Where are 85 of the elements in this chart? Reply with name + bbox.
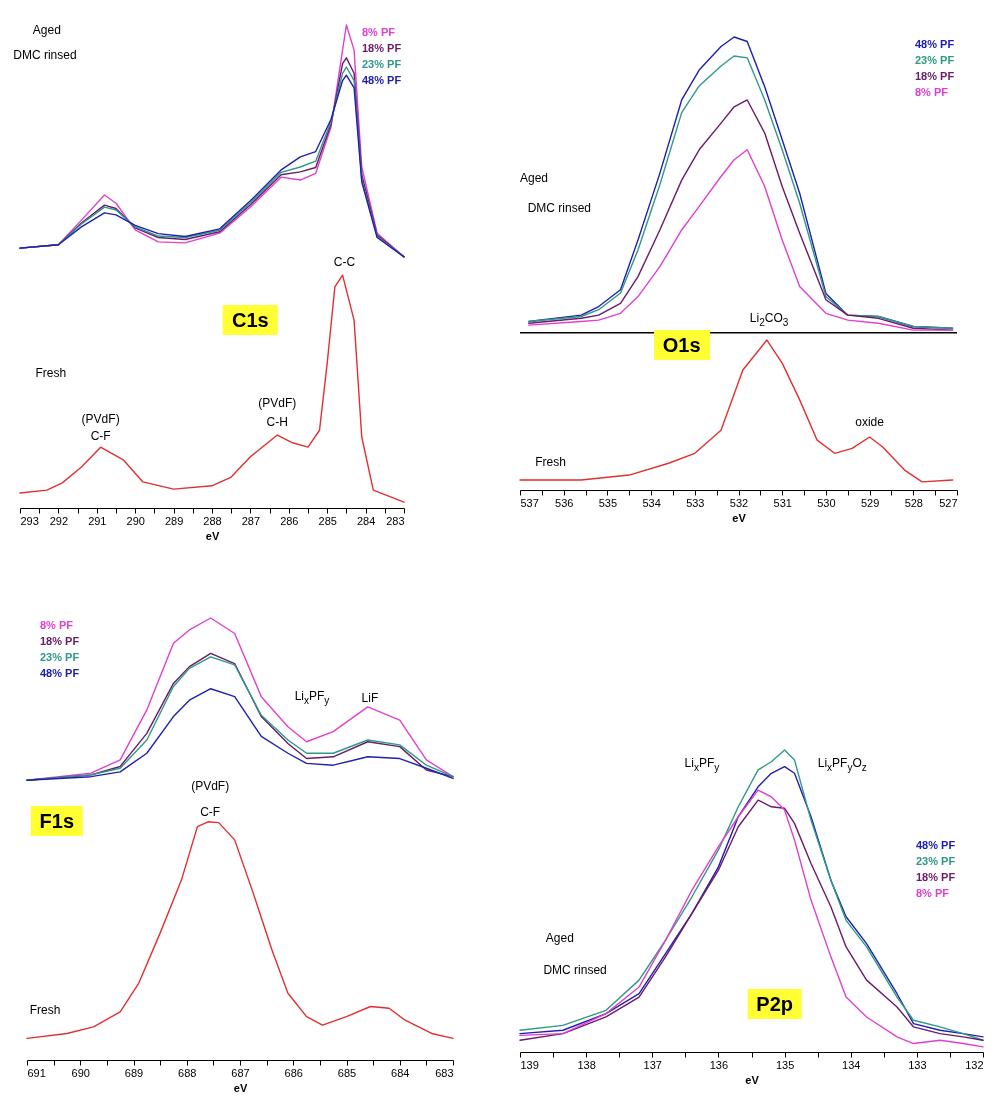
annotation: Li$_{x}$PF$_{y}$ bbox=[684, 756, 720, 773]
x-tick-label: 287 bbox=[241, 514, 261, 527]
x-tick-label: 532 bbox=[729, 496, 749, 509]
x-tick-label: 139 bbox=[520, 1058, 539, 1071]
annotation: (PVdF) bbox=[258, 395, 297, 410]
series-label: 18% PF bbox=[362, 41, 402, 54]
annotation: DMC rinsed bbox=[13, 48, 77, 63]
x-tick-label: 290 bbox=[126, 514, 145, 527]
x-tick-label: 685 bbox=[337, 1066, 357, 1079]
x-tick-label: 527 bbox=[939, 496, 958, 509]
text: 23% PF bbox=[916, 855, 956, 868]
x-tick-label: 537 bbox=[520, 496, 539, 509]
x-tick-label: 684 bbox=[391, 1066, 410, 1079]
x-tick-label: 133 bbox=[908, 1058, 927, 1071]
x-tick-label: 291 bbox=[88, 514, 107, 527]
x-tick-label: 285 bbox=[318, 514, 337, 527]
x-tick-label: 289 bbox=[164, 514, 184, 527]
x-tick-label: 535 bbox=[598, 496, 618, 509]
annotation: (PVdF) bbox=[81, 411, 120, 426]
annotation: Aged bbox=[32, 22, 61, 37]
series-label: 48% PF bbox=[362, 73, 402, 86]
x-tick-label: 536 bbox=[555, 496, 574, 509]
x-tick-label: 683 bbox=[435, 1066, 454, 1079]
x-tick-label: 283 bbox=[386, 514, 405, 527]
x-tick-label: 292 bbox=[49, 514, 69, 527]
annotation: C-H bbox=[266, 415, 288, 430]
annotation: Li$_{x}$PF$_{y}$O$_{z}$ bbox=[817, 756, 867, 773]
x-tick-label: 530 bbox=[817, 496, 836, 509]
text: 8% PF bbox=[916, 887, 950, 900]
x-axis-title: eV bbox=[233, 1081, 248, 1094]
x-tick-label: 533 bbox=[686, 496, 705, 509]
x-tick-label: 690 bbox=[71, 1066, 90, 1079]
annotation: Fresh bbox=[35, 365, 67, 380]
text: 8% PF bbox=[915, 85, 949, 98]
x-tick-label: 534 bbox=[642, 496, 661, 509]
series-label: 23% PF bbox=[362, 57, 402, 70]
x-tick-label: 284 bbox=[356, 514, 376, 527]
annotation: C-F bbox=[90, 428, 111, 443]
x-tick-label: 531 bbox=[773, 496, 792, 509]
annotation: C-C bbox=[333, 254, 356, 269]
text: F1s bbox=[30, 806, 84, 837]
annotation: oxide bbox=[855, 415, 884, 430]
text: 23% PF bbox=[915, 53, 955, 66]
text: O1s bbox=[653, 330, 710, 361]
x-tick-label: 293 bbox=[20, 514, 39, 527]
series-label: 8% PF bbox=[362, 25, 396, 38]
text: 18% PF bbox=[915, 69, 955, 82]
x-axis-title: eV bbox=[732, 511, 747, 524]
annotation: Fresh bbox=[29, 1003, 61, 1018]
x-tick-label: 529 bbox=[860, 496, 880, 509]
text: 18% PF bbox=[40, 634, 80, 647]
text: 48% PF bbox=[40, 666, 80, 679]
x-tick-label: 691 bbox=[27, 1066, 46, 1079]
x-tick-label: 686 bbox=[284, 1066, 303, 1079]
x-tick-label: 134 bbox=[842, 1058, 861, 1071]
x-axis-title: eV bbox=[205, 529, 220, 542]
annotation: C-F bbox=[200, 805, 221, 820]
text: 23% PF bbox=[40, 650, 80, 663]
x-tick-label: 288 bbox=[203, 514, 222, 527]
text: 8% PF bbox=[40, 618, 74, 631]
x-tick-label: 687 bbox=[231, 1066, 250, 1079]
x-tick-label: 528 bbox=[904, 496, 923, 509]
x-axis-title: eV bbox=[745, 1073, 760, 1086]
x-tick-label: 688 bbox=[178, 1066, 197, 1079]
x-tick-label: 689 bbox=[124, 1066, 144, 1079]
text: 48% PF bbox=[916, 839, 956, 852]
annotation: Li$_{x}$PF$_{y}$ bbox=[294, 688, 330, 706]
text: C1s bbox=[223, 304, 278, 335]
x-tick-label: 132 bbox=[965, 1058, 984, 1071]
annotation: DMC rinsed bbox=[527, 200, 592, 215]
annotation: DMC rinsed bbox=[543, 962, 607, 977]
x-tick-label: 286 bbox=[280, 514, 299, 527]
x-tick-label: 138 bbox=[577, 1058, 596, 1071]
annotation: Li$_{2}$CO$_{3}$ bbox=[749, 311, 789, 328]
x-tick-label: 135 bbox=[775, 1058, 795, 1071]
annotation: Aged bbox=[519, 170, 548, 185]
x-tick-label: 137 bbox=[643, 1058, 662, 1071]
text: P2p bbox=[747, 988, 802, 1019]
annotation: Fresh bbox=[535, 454, 566, 469]
text: 48% PF bbox=[915, 37, 955, 50]
annotation: Aged bbox=[545, 931, 574, 946]
x-tick-label: 136 bbox=[709, 1058, 729, 1071]
annotation: (PVdF) bbox=[191, 778, 230, 793]
text: 18% PF bbox=[916, 871, 956, 884]
annotation: LiF bbox=[361, 690, 379, 705]
